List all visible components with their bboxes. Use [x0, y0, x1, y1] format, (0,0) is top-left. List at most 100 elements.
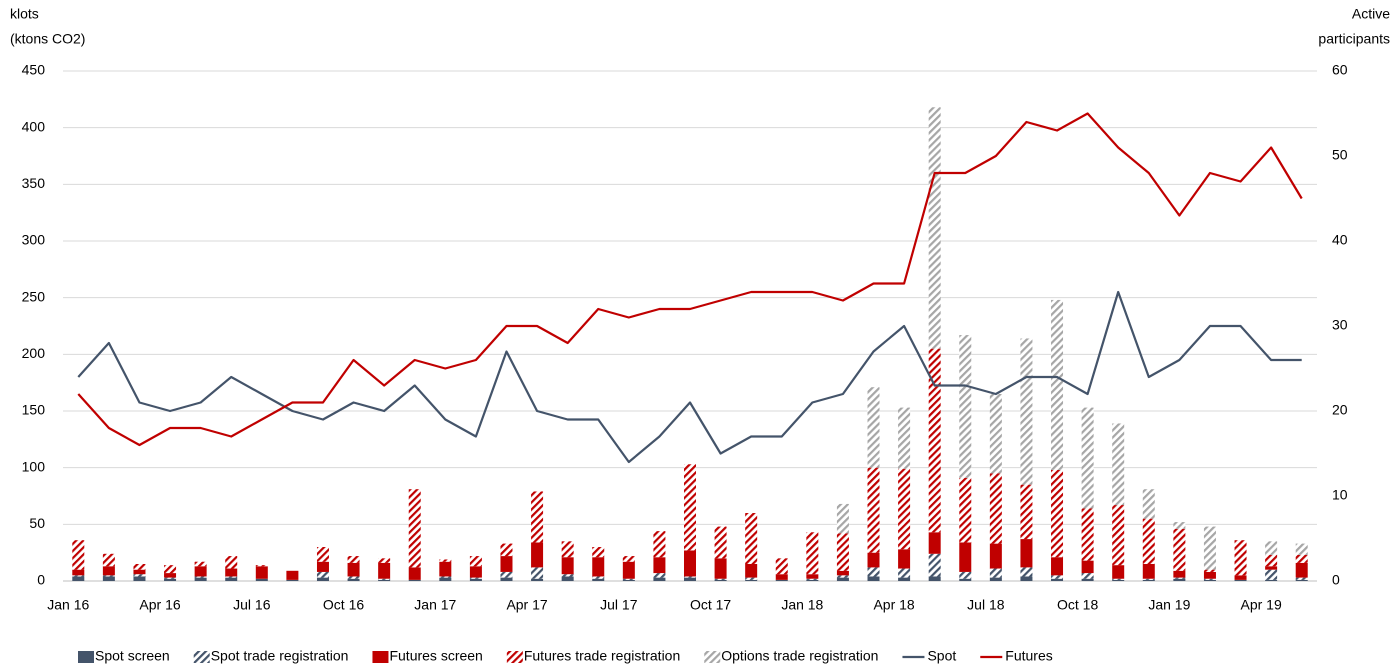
bar-segment: [836, 503, 849, 534]
bar-segment: [378, 579, 391, 581]
legend-swatch: [506, 651, 523, 663]
legend-label: Spot screen: [95, 648, 170, 664]
bar-segment: [928, 553, 941, 577]
bar-segment: [836, 570, 849, 576]
bar-segment: [989, 568, 1002, 578]
x-tick-label: Apr 16: [139, 597, 180, 613]
bar-segment: [1112, 565, 1125, 579]
bar-segment: [316, 561, 329, 572]
bar-segment: [500, 571, 513, 578]
x-tick-label: Oct 17: [690, 597, 731, 613]
bar-segment: [806, 532, 819, 575]
bar-segment: [959, 542, 972, 572]
bar-segment: [1051, 299, 1064, 470]
legend-label: Futures: [1005, 648, 1052, 664]
bar-segment: [1112, 579, 1125, 581]
x-tick-label: Jul 16: [233, 597, 271, 613]
bar-segment: [1142, 579, 1155, 581]
bar-segment: [1051, 557, 1064, 576]
bar-segment: [959, 578, 972, 581]
bar-segment: [316, 577, 329, 581]
bar-segment: [194, 561, 207, 567]
bar-segment: [1020, 567, 1033, 577]
bar-segment: [72, 575, 85, 577]
bar-segment: [194, 576, 207, 578]
bar-segment: [531, 542, 544, 568]
bar-segment: [1295, 554, 1308, 563]
legend-label: Futures trade registration: [524, 648, 680, 664]
bar-segment: [1051, 469, 1064, 558]
bar-segment: [1112, 505, 1125, 566]
bar-segment: [1051, 578, 1064, 581]
bar-segment: [1142, 578, 1155, 580]
bar-segment: [898, 568, 911, 578]
bar-segment: [867, 467, 880, 553]
bar-segment: [1265, 579, 1278, 581]
bar-segment: [867, 552, 880, 568]
bar-segment: [1203, 571, 1216, 579]
bar-segment: [347, 578, 360, 581]
legend-label: Futures screen: [389, 648, 482, 664]
bar-segment: [684, 464, 696, 551]
y-tick-label: 450: [22, 62, 46, 78]
bar-segment: [439, 576, 452, 578]
bar-segment: [408, 567, 421, 580]
bar-segment: [1265, 541, 1278, 555]
bar-segment: [255, 566, 268, 579]
bar-segment: [775, 579, 788, 581]
bar-segment: [286, 579, 299, 581]
y2-tick-label: 50: [1332, 147, 1348, 163]
bar-segment: [408, 489, 421, 568]
bar-segment: [164, 577, 177, 579]
bar-segment: [928, 107, 941, 349]
bar-segment: [1203, 569, 1216, 572]
bar-segment: [806, 578, 819, 580]
bar-segment: [836, 577, 849, 581]
bar-segment: [592, 578, 605, 581]
y-tick-label: 150: [22, 402, 46, 418]
bar-segment: [225, 556, 238, 569]
bar-segment: [867, 387, 880, 468]
x-tick-label: Apr 19: [1240, 597, 1281, 613]
y-axis-title: (ktons CO2): [10, 31, 85, 47]
bar-segment: [1295, 577, 1308, 580]
bar-segment: [1234, 540, 1247, 576]
bar-segment: [316, 571, 329, 578]
x-tick-label: Oct 18: [1057, 597, 1098, 613]
bar-segment: [1112, 578, 1125, 580]
y2-axis-title: Active: [1352, 6, 1390, 22]
bar-segment: [928, 348, 941, 533]
bar-segment: [164, 578, 177, 581]
bar-segment: [898, 407, 911, 469]
bar-segment: [1020, 539, 1033, 568]
bar-segment: [1020, 576, 1033, 581]
bar-segment: [1234, 579, 1247, 581]
bar-segment: [1081, 578, 1094, 581]
bar-segment: [928, 532, 941, 554]
x-tick-label: Apr 17: [506, 597, 547, 613]
y-tick-label: 300: [22, 232, 46, 248]
bar-segment: [1203, 579, 1216, 581]
bar-segment: [684, 576, 696, 578]
bar-segment: [316, 547, 329, 562]
bar-segment: [347, 562, 360, 577]
x-tick-label: Jul 18: [967, 597, 1005, 613]
legend-swatch: [704, 651, 721, 663]
line-series: [77, 112, 1303, 447]
x-tick-label: Jul 17: [600, 597, 638, 613]
bar-segment: [714, 558, 727, 579]
bar-segment: [836, 575, 849, 578]
x-tick-label: Jan 19: [1148, 597, 1190, 613]
bar-segment: [653, 557, 666, 574]
y2-tick-label: 10: [1332, 487, 1348, 503]
bar-segment: [469, 556, 482, 567]
bar-segment: [1173, 577, 1186, 579]
bar-segment: [500, 556, 513, 572]
bar-segment: [622, 561, 635, 579]
bar-segment: [684, 577, 696, 581]
bar-segment: [72, 569, 85, 576]
bar-segment: [684, 550, 696, 577]
y2-tick-label: 60: [1332, 62, 1348, 78]
x-tick-label: Jan 16: [47, 597, 89, 613]
bar-segment: [439, 577, 452, 581]
